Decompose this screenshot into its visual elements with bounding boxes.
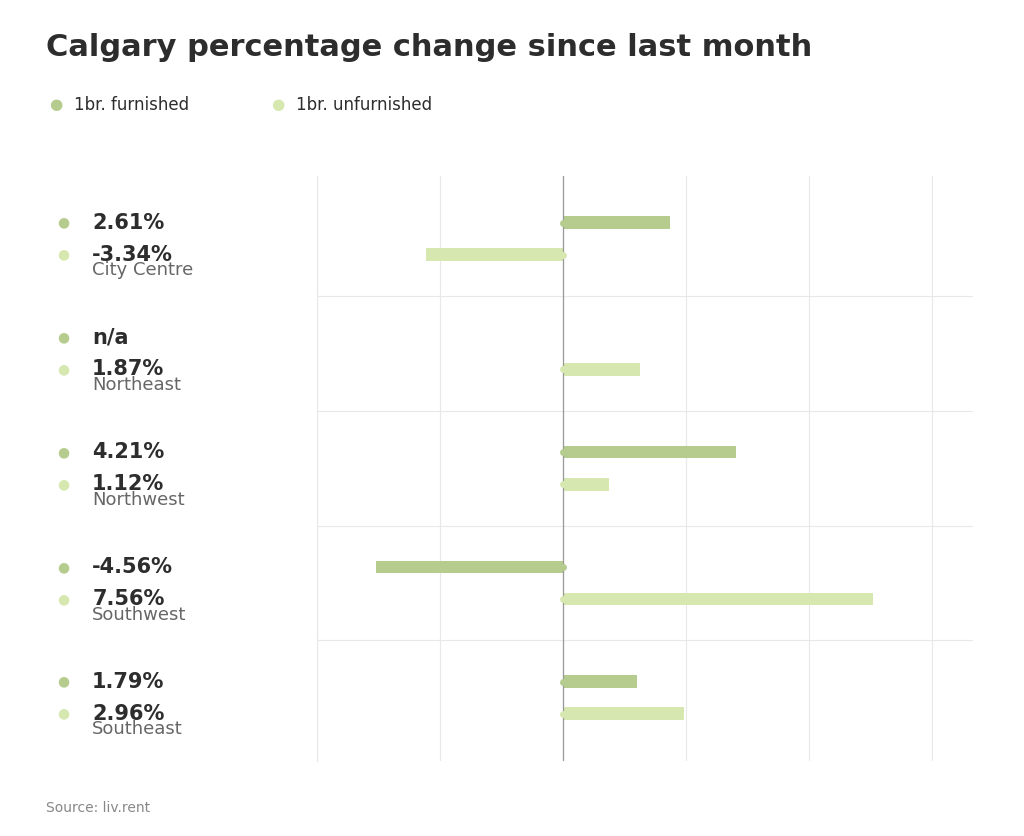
Bar [563, 707, 684, 720]
Bar [563, 478, 609, 491]
Text: ●: ● [57, 247, 70, 262]
Text: 1.79%: 1.79% [92, 671, 165, 691]
Text: 1.12%: 1.12% [92, 474, 165, 494]
Text: ●: ● [57, 706, 70, 721]
Text: 4.21%: 4.21% [92, 442, 165, 462]
Text: Southeast: Southeast [92, 721, 183, 738]
Text: Northwest: Northwest [92, 491, 184, 509]
Text: Southwest: Southwest [92, 605, 186, 624]
Text: ●: ● [57, 560, 70, 573]
Text: Northeast: Northeast [92, 376, 181, 395]
Text: ●: ● [57, 675, 70, 689]
Text: 1br. unfurnished: 1br. unfurnished [296, 95, 432, 114]
Text: 1.87%: 1.87% [92, 359, 165, 380]
Text: ●: ● [57, 330, 70, 344]
Bar [563, 217, 670, 229]
Bar [563, 363, 640, 376]
Text: 7.56%: 7.56% [92, 589, 165, 609]
Text: ●: ● [57, 477, 70, 492]
Text: City Centre: City Centre [92, 262, 194, 279]
Bar [426, 248, 563, 261]
Text: n/a: n/a [92, 328, 129, 347]
Text: -4.56%: -4.56% [92, 557, 173, 577]
Text: ●: ● [57, 445, 70, 459]
Text: Source: liv.rent: Source: liv.rent [46, 801, 151, 815]
Text: ●: ● [57, 216, 70, 230]
Text: ●: ● [49, 97, 62, 112]
Text: -3.34%: -3.34% [92, 245, 173, 265]
Text: ●: ● [57, 363, 70, 376]
Text: ●: ● [271, 97, 285, 112]
Bar [563, 675, 637, 688]
Bar [377, 560, 563, 573]
Bar [563, 446, 735, 458]
Text: ●: ● [57, 592, 70, 606]
Bar [563, 593, 872, 605]
Text: 2.96%: 2.96% [92, 704, 165, 724]
Text: 1br. furnished: 1br. furnished [74, 95, 188, 114]
Text: Calgary percentage change since last month: Calgary percentage change since last mon… [46, 33, 812, 63]
Text: 2.61%: 2.61% [92, 212, 165, 232]
